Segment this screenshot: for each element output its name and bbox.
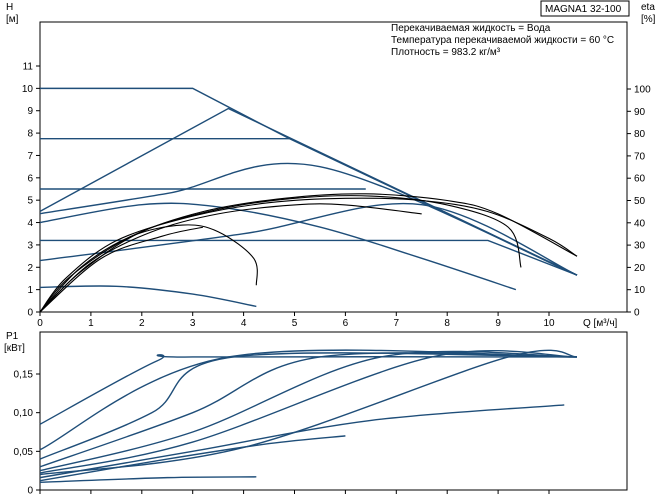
head-y-tick-label: 4 [27, 218, 33, 229]
eta-y-tick-label: 40 [634, 218, 646, 229]
efficiency-curve [39, 226, 203, 313]
head-curves [39, 87, 578, 308]
eta-y-tick-label: 70 [634, 151, 646, 162]
head-curve [39, 202, 578, 276]
power-curve [39, 350, 577, 472]
head-y-tick-label: 11 [23, 62, 34, 73]
efficiency-curve [39, 197, 578, 313]
chart-info-block: MAGNA1 32-100 Перекачиваемая жидкость = … [391, 0, 630, 58]
head-axis-ticks: 0 1 2 3 4 5 6 7 8 9 10 11 0 10 20 30 40 50 60 70 80 90 100 0 1 2 3… [22, 62, 651, 330]
eta-y-tick-label: 60 [634, 174, 646, 185]
power-y-tick-label: 0 [27, 486, 33, 497]
head-axis-title: H [6, 2, 13, 13]
flow-axis-title: Q [м³/ч] [583, 318, 618, 329]
flow-x-tick-label: 7 [394, 318, 400, 329]
power-curve [39, 476, 257, 483]
efficiency-curve [39, 224, 258, 313]
power-plot-frame [39, 331, 628, 491]
model-box [540, 0, 630, 17]
power-curve [39, 352, 577, 468]
power-plot-border [39, 331, 628, 491]
power-curves [39, 349, 578, 483]
power-curve [39, 349, 578, 476]
head-curve [39, 285, 257, 308]
flow-x-tick-label: 6 [343, 318, 349, 329]
efficiency-curve [39, 193, 578, 313]
eta-y-tick-label: 80 [634, 129, 646, 140]
flow-x-tick-label: 10 [543, 318, 555, 329]
head-plot-frame [39, 21, 628, 313]
model-name: MAGNA1 32-100 [545, 4, 622, 15]
flow-x-tick-label: 1 [88, 318, 94, 329]
head-y-tick-label: 6 [27, 173, 33, 184]
power-y-tick-label: 0,05 [14, 447, 34, 458]
power-y-tick-label: 0,10 [14, 408, 34, 419]
power-curve [39, 350, 577, 474]
efficiency-curves [39, 193, 578, 313]
power-curve [39, 354, 577, 425]
power-axis-title: P1 [6, 331, 19, 342]
efficiency-curve [39, 203, 422, 313]
eta-axis-title: eta [641, 2, 655, 13]
eta-y-tick-label: 10 [634, 285, 646, 296]
head-curve [39, 202, 517, 291]
flow-x-tick-label: 8 [444, 318, 450, 329]
power-curve [39, 352, 577, 460]
eta-y-tick-label: 30 [634, 241, 646, 252]
flow-x-tick-label: 3 [190, 318, 196, 329]
eta-axis-unit: [%] [641, 14, 656, 25]
head-y-tick-label: 8 [27, 129, 33, 140]
head-y-tick-label: 0 [27, 308, 33, 319]
head-curve [39, 107, 578, 276]
head-y-tick-label: 10 [22, 84, 34, 95]
power-curve [39, 404, 565, 479]
head-y-tick-label: 1 [27, 285, 33, 296]
power-axis-unit: [кВт] [4, 343, 25, 354]
head-y-tick-label: 9 [27, 106, 33, 117]
eta-y-tick-label: 90 [634, 107, 646, 118]
head-curve [40, 87, 578, 276]
head-axis-unit: [м] [6, 14, 19, 25]
eta-y-tick-label: 50 [634, 196, 646, 207]
efficiency-curve [39, 195, 522, 313]
flow-x-tick-label: 9 [495, 318, 501, 329]
temperature-text: Температура перекачиваемой жидкости = 60… [391, 35, 614, 46]
head-axis-labels: H [м] eta [%] Q [м³/ч] [6, 2, 656, 329]
power-axis-labels: P1 [кВт] [4, 331, 25, 354]
head-curve [40, 239, 578, 276]
power-y-tick-label: 0,15 [14, 370, 34, 381]
liquid-text: Перекачиваемая жидкость = Вода [391, 23, 551, 34]
head-y-tick-label: 3 [27, 240, 33, 251]
density-text: Плотность = 983.2 кг/м³ [391, 47, 501, 58]
head-curve [39, 162, 578, 276]
flow-x-tick-label: 0 [37, 318, 43, 329]
power-curve [39, 435, 346, 482]
eta-y-tick-label: 100 [634, 85, 651, 96]
flow-x-tick-label: 4 [241, 318, 247, 329]
head-y-tick-label: 5 [27, 196, 33, 207]
flow-x-tick-label: 2 [139, 318, 145, 329]
eta-y-tick-label: 20 [634, 263, 646, 274]
head-y-tick-label: 7 [27, 151, 33, 162]
head-plot-border [39, 21, 628, 313]
eta-y-tick-label: 0 [634, 308, 640, 319]
flow-x-tick-label: 5 [292, 318, 298, 329]
power-axis-ticks: 0 0,05 0,10 0,15 [14, 370, 550, 497]
head-y-tick-label: 2 [27, 263, 33, 274]
